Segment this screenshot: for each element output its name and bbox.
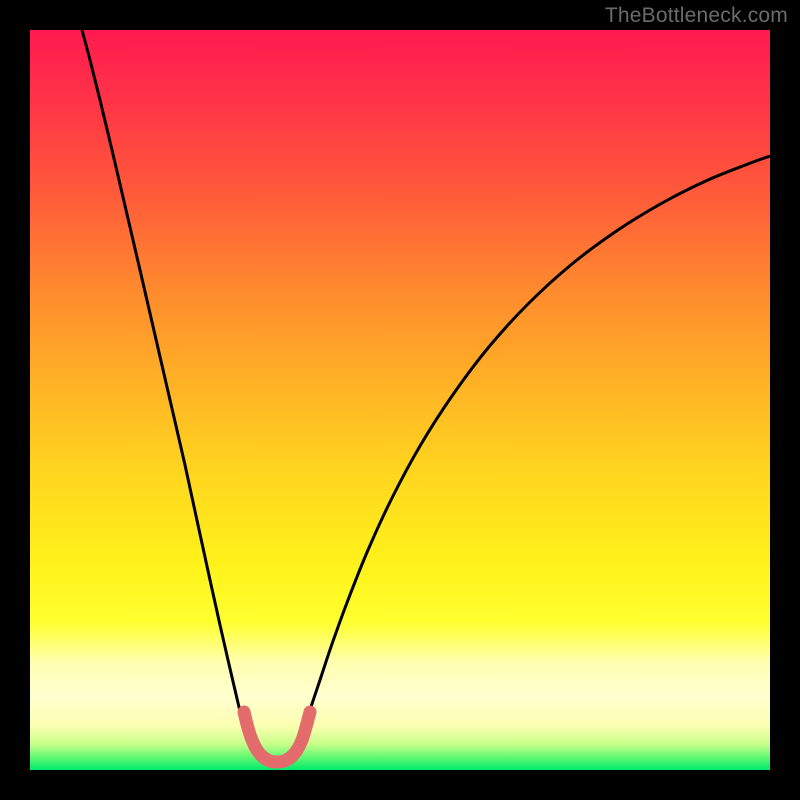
curve-right-branch <box>304 156 770 730</box>
curve-valley-highlight <box>244 712 310 762</box>
chart-frame: TheBottleneck.com <box>0 0 800 800</box>
plot-area <box>30 30 770 770</box>
curve-left-branch <box>82 30 246 732</box>
watermark-text: TheBottleneck.com <box>605 4 788 28</box>
bottleneck-curve <box>30 30 770 770</box>
